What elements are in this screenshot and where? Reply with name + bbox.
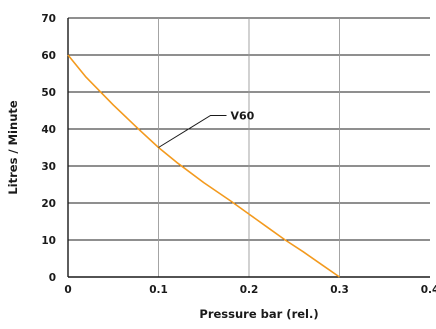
y-tick-label: 60	[41, 50, 56, 62]
y-tick-label: 40	[41, 124, 56, 136]
y-axis-title: Litres / Minute	[6, 100, 20, 195]
x-tick-label: 0.1	[149, 284, 168, 296]
series	[67, 54, 340, 278]
x-tick-label: 0	[64, 284, 71, 296]
y-tick-label: 20	[41, 198, 56, 210]
axes	[67, 18, 430, 278]
x-tick-label: 0.3	[330, 284, 349, 296]
y-tick-label: 70	[41, 13, 56, 25]
y-tick-label: 30	[41, 161, 56, 173]
y-tick-label: 50	[41, 87, 56, 99]
annotations: V60	[158, 110, 255, 148]
annotation-label: V60	[231, 110, 255, 123]
x-axis-title: Pressure bar (rel.)	[199, 307, 318, 321]
y-tick-label: 0	[49, 272, 56, 284]
grid	[68, 17, 430, 277]
tick-labels: 0 10 20 30 40 50 60 70 0 0.1 0.2 0.3 0.4	[41, 13, 436, 296]
x-tick-label: 0.2	[240, 284, 259, 296]
x-tick-label: 0.4	[421, 284, 436, 296]
series-line-v60	[67, 54, 340, 278]
annotation-leader-line	[158, 115, 227, 148]
y-tick-label: 10	[41, 235, 56, 247]
